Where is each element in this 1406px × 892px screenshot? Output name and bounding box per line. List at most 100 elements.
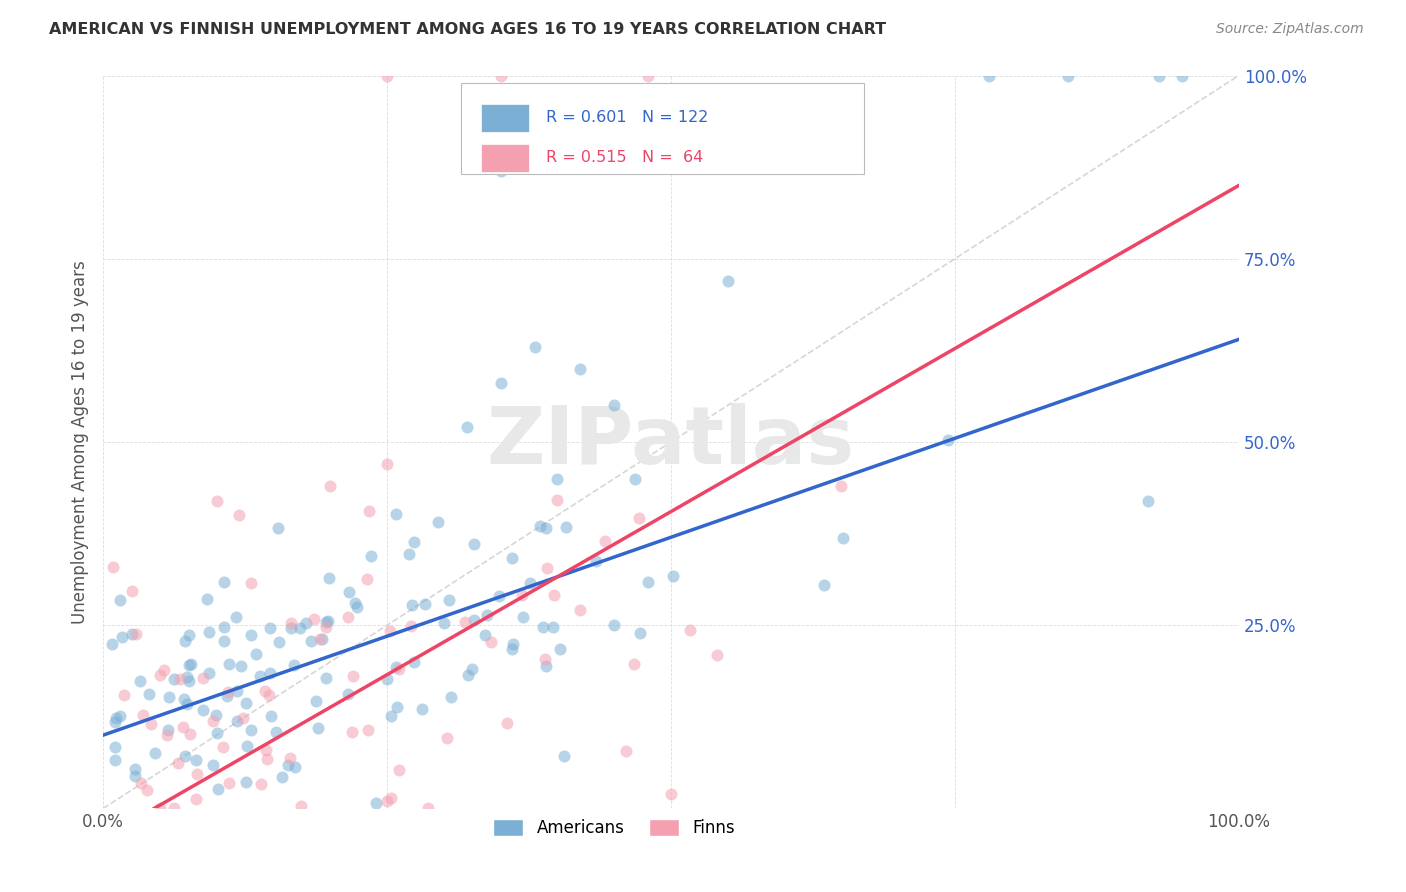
Point	[489, 163, 512, 178]
Point	[226, 714, 249, 729]
Point	[156, 729, 179, 743]
Point	[250, 777, 273, 791]
Point	[169, 672, 191, 686]
Point	[193, 703, 215, 717]
Point	[201, 714, 224, 728]
Point	[463, 537, 485, 551]
Point	[318, 571, 340, 585]
Point	[108, 709, 131, 723]
Point	[977, 69, 1000, 83]
Point	[315, 671, 337, 685]
Point	[104, 711, 127, 725]
Y-axis label: Unemployment Among Ages 16 to 19 years: Unemployment Among Ages 16 to 19 years	[72, 260, 89, 624]
Point	[225, 609, 247, 624]
Point	[290, 798, 312, 813]
Point	[205, 726, 228, 740]
Point	[536, 561, 558, 575]
Point	[437, 593, 460, 607]
Point	[211, 739, 233, 754]
Point	[174, 749, 197, 764]
Point	[553, 748, 575, 763]
Point	[245, 648, 267, 662]
Point	[143, 746, 166, 760]
Point	[534, 521, 557, 535]
Point	[637, 69, 659, 83]
Point	[259, 666, 281, 681]
Point	[172, 720, 194, 734]
Point	[388, 663, 411, 677]
Point	[173, 634, 195, 648]
Point	[936, 434, 959, 448]
Point	[359, 504, 381, 518]
Point	[463, 613, 485, 627]
Point	[280, 621, 302, 635]
Point	[627, 511, 650, 525]
Point	[384, 508, 406, 522]
Point	[418, 801, 440, 815]
Point	[257, 688, 280, 702]
Point	[197, 625, 219, 640]
Point	[264, 725, 287, 739]
Point	[304, 694, 326, 708]
Point	[628, 626, 651, 640]
Point	[337, 687, 360, 701]
Point	[112, 688, 135, 702]
Point	[156, 723, 179, 737]
Point	[177, 657, 200, 672]
Point	[197, 592, 219, 607]
Point	[531, 620, 554, 634]
Point	[240, 576, 263, 591]
Point	[523, 340, 546, 354]
Point	[212, 620, 235, 634]
Point	[163, 672, 186, 686]
Point	[205, 493, 228, 508]
Point	[624, 471, 647, 485]
Point	[512, 609, 534, 624]
Point	[479, 635, 502, 649]
Point	[139, 717, 162, 731]
Point	[253, 683, 276, 698]
Point	[356, 572, 378, 586]
Point	[198, 665, 221, 680]
Point	[637, 574, 659, 589]
Point	[569, 361, 592, 376]
Point	[302, 612, 325, 626]
Point	[679, 624, 702, 638]
Point	[813, 578, 835, 592]
Point	[401, 618, 423, 632]
Point	[176, 697, 198, 711]
Point	[623, 657, 645, 671]
Point	[510, 588, 533, 602]
Point	[342, 669, 364, 683]
Point	[309, 632, 332, 647]
Point	[337, 609, 360, 624]
Point	[217, 689, 239, 703]
FancyBboxPatch shape	[481, 144, 529, 172]
Point	[207, 781, 229, 796]
Point	[101, 637, 124, 651]
Point	[280, 616, 302, 631]
Point	[387, 699, 409, 714]
Point	[283, 657, 305, 672]
Point	[121, 584, 143, 599]
Point	[177, 628, 200, 642]
Point	[108, 593, 131, 607]
Point	[534, 659, 557, 673]
Point	[125, 627, 148, 641]
Point	[502, 637, 524, 651]
Point	[235, 696, 257, 710]
Point	[375, 672, 398, 686]
Point	[249, 669, 271, 683]
Point	[461, 662, 484, 676]
Point	[153, 664, 176, 678]
Point	[162, 801, 184, 815]
Point	[413, 597, 436, 611]
Point	[402, 535, 425, 549]
Point	[218, 657, 240, 671]
Point	[1057, 69, 1080, 83]
FancyBboxPatch shape	[461, 83, 865, 175]
Point	[534, 652, 557, 666]
Point	[167, 756, 190, 770]
Point	[519, 576, 541, 591]
Point	[214, 634, 236, 648]
